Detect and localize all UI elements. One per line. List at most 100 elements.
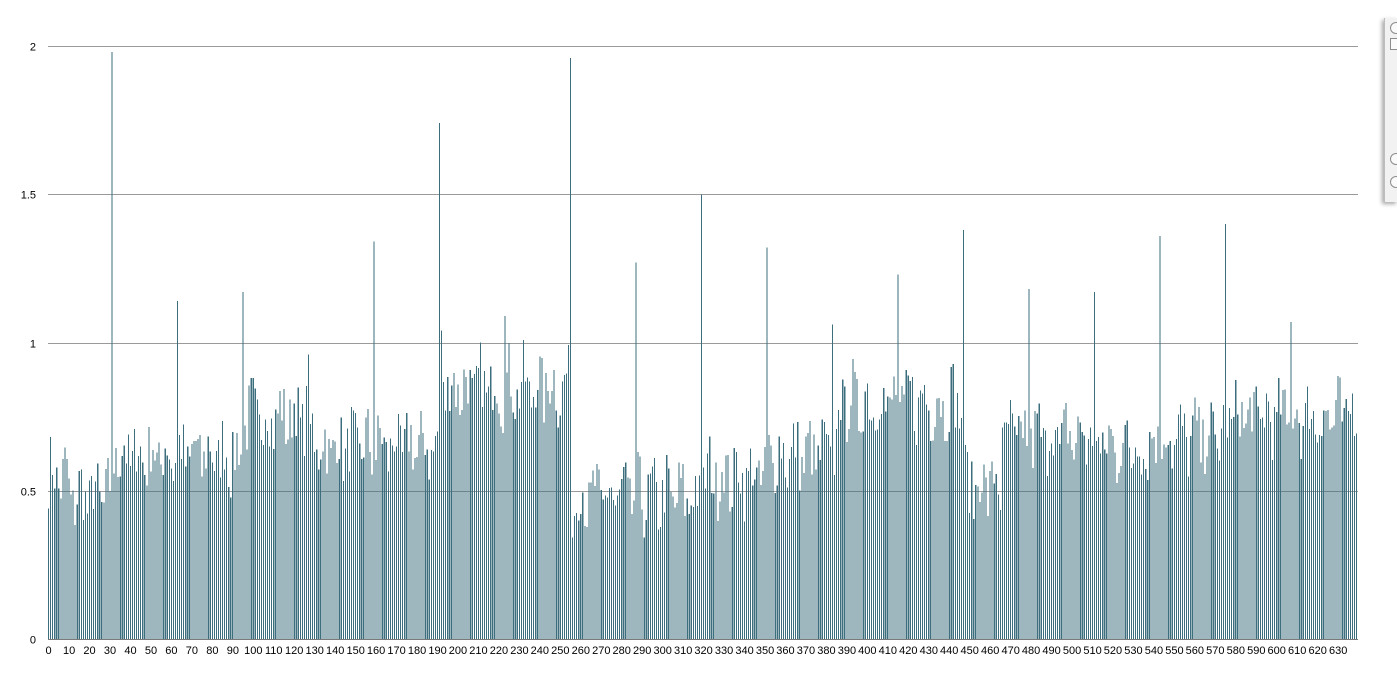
bar	[582, 492, 584, 639]
bar	[291, 437, 293, 639]
bar	[1284, 389, 1286, 639]
x-tick-label: 500	[1063, 645, 1081, 657]
x-tick-label: 150	[346, 645, 364, 657]
bar	[1315, 434, 1317, 639]
bar	[791, 447, 793, 639]
bar	[760, 484, 762, 639]
bar	[1257, 406, 1259, 639]
bar	[1042, 427, 1044, 639]
bar	[367, 409, 369, 639]
bar	[146, 485, 148, 639]
bar	[129, 466, 132, 639]
bar	[627, 477, 629, 639]
bar	[731, 507, 733, 639]
x-tick-label: 620	[1309, 645, 1327, 657]
bar	[1001, 427, 1003, 639]
bar	[436, 431, 439, 639]
bar	[385, 442, 387, 639]
bar	[553, 370, 555, 639]
bar	[453, 372, 455, 639]
bar	[66, 458, 68, 639]
bar	[144, 475, 146, 639]
bar	[158, 442, 160, 639]
bar	[793, 423, 795, 639]
x-tick-label: 460	[981, 645, 999, 657]
x-tick-label: 260	[572, 645, 590, 657]
bar	[662, 479, 664, 639]
bar	[887, 396, 889, 639]
bar	[809, 420, 811, 639]
bar	[1036, 413, 1038, 639]
bar	[1317, 442, 1319, 639]
bar	[174, 463, 177, 639]
bar	[596, 463, 598, 639]
bar	[457, 384, 459, 639]
bar	[940, 416, 942, 639]
bar	[369, 451, 371, 639]
bar	[602, 499, 604, 639]
window-control-icon[interactable]	[1390, 153, 1397, 165]
bar	[1274, 407, 1276, 639]
bar	[1249, 397, 1251, 639]
bar	[80, 469, 82, 639]
bar	[608, 487, 610, 639]
bar	[273, 448, 275, 639]
bar	[352, 410, 355, 639]
bar	[1241, 402, 1243, 639]
bar	[414, 457, 416, 639]
bar	[670, 491, 672, 639]
bar	[1235, 380, 1237, 639]
bar	[250, 378, 252, 639]
bar	[977, 486, 979, 639]
bar	[56, 467, 58, 639]
window-control-icon[interactable]	[1390, 22, 1397, 34]
bar	[848, 428, 850, 639]
bar	[643, 537, 645, 639]
bar	[111, 51, 113, 640]
bar	[1304, 402, 1306, 639]
x-tick-label: 270	[592, 645, 610, 657]
bar	[389, 438, 391, 639]
x-tick-label: 570	[1206, 645, 1224, 657]
bar	[113, 473, 115, 639]
bar	[856, 379, 858, 639]
bar	[547, 390, 549, 639]
bar	[913, 431, 915, 639]
bar	[404, 428, 406, 639]
x-tick-label: 320	[694, 645, 712, 657]
bar	[862, 431, 864, 639]
bar	[623, 466, 625, 639]
bar	[283, 389, 285, 639]
bar	[430, 450, 432, 639]
bar	[140, 446, 142, 639]
bar	[956, 392, 958, 639]
bar	[610, 487, 613, 639]
bar	[107, 457, 109, 639]
bar	[203, 451, 205, 639]
bar	[922, 393, 924, 639]
bar	[1069, 431, 1071, 639]
bar	[1190, 435, 1192, 639]
bar	[586, 527, 588, 639]
bar	[625, 462, 627, 639]
bar	[350, 407, 353, 639]
bar	[1165, 447, 1167, 639]
bar	[1247, 409, 1249, 639]
bar	[422, 433, 424, 639]
bar	[588, 482, 590, 639]
bar	[1194, 397, 1196, 639]
bar	[1163, 444, 1165, 639]
y-tick-label: 1.5	[21, 190, 36, 202]
bar	[1177, 414, 1180, 639]
window-checkbox-icon[interactable]	[1390, 38, 1397, 50]
bar	[965, 445, 967, 639]
bar	[504, 315, 506, 639]
bar	[445, 410, 447, 639]
bar	[743, 521, 746, 639]
bar	[754, 479, 756, 639]
bar	[739, 493, 741, 639]
x-tick-label: 330	[715, 645, 733, 657]
bar	[183, 424, 185, 639]
x-tick-label: 430	[920, 645, 938, 657]
window-control-icon[interactable]	[1390, 176, 1397, 188]
